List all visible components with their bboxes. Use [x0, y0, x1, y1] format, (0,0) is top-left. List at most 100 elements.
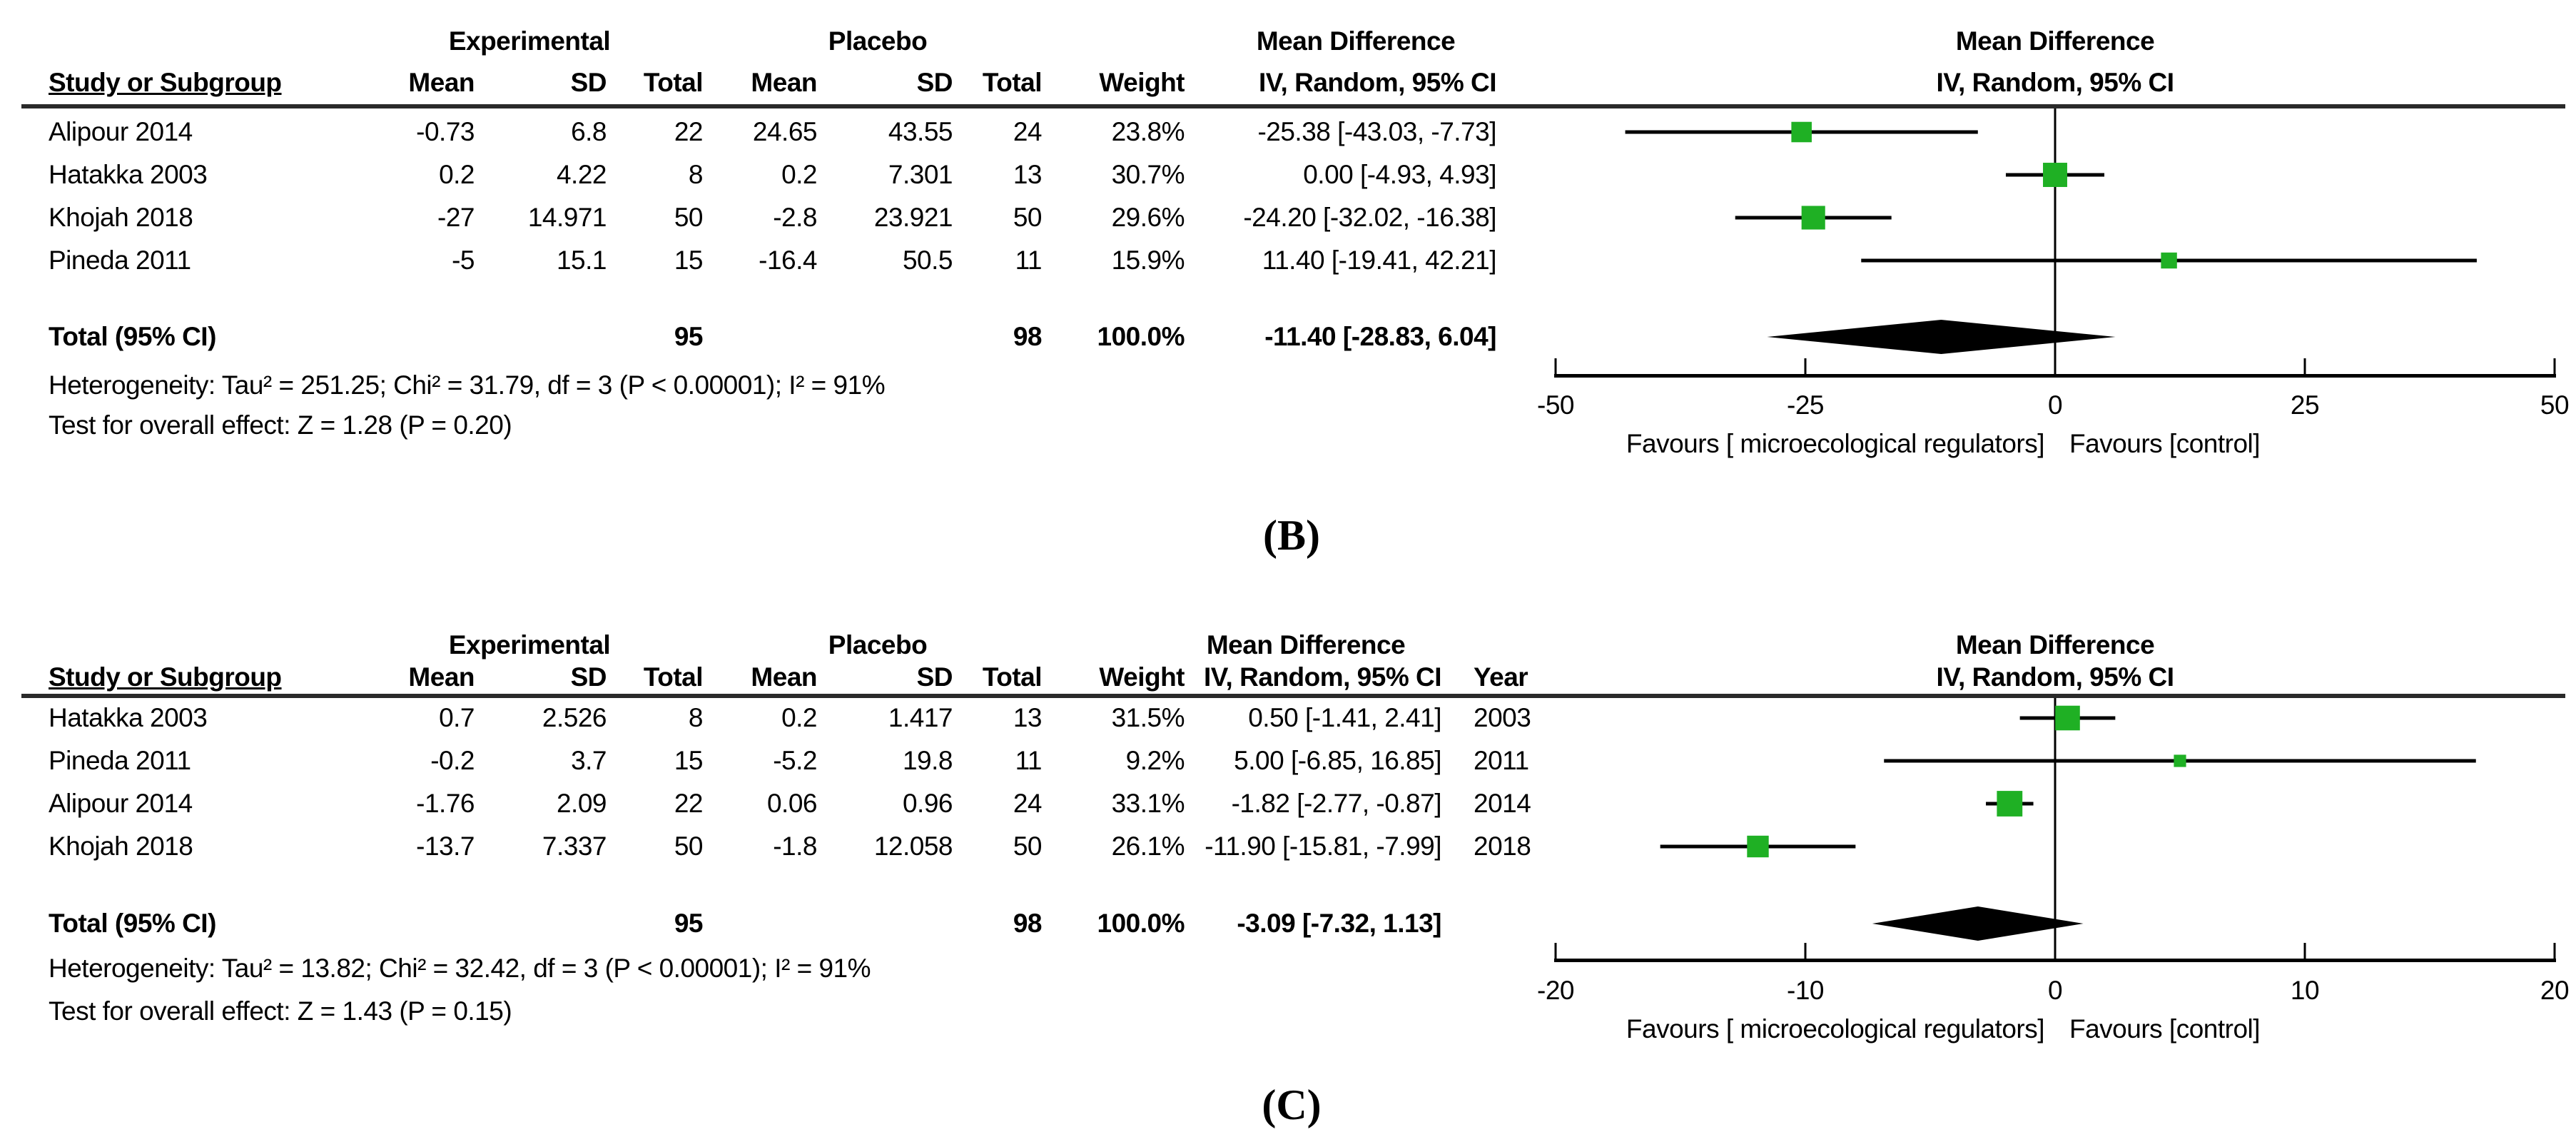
exp-mean-value: -1.76 [416, 789, 475, 818]
col-header-total-placebo: Total [982, 662, 1043, 692]
col-header-total-exp: Total [643, 68, 704, 97]
col-header-sd-placebo: SD [916, 68, 953, 97]
total-placebo-total: 98 [1013, 909, 1043, 938]
axis-tick-label: 10 [2290, 976, 2320, 1005]
axis-tick-b-0 [1554, 358, 1557, 377]
weight-value: 31.5% [1111, 703, 1185, 732]
exp-sd-value: 15.1 [556, 246, 607, 275]
exp-mean-value: -5 [452, 246, 475, 275]
exp-total-value: 8 [688, 160, 704, 189]
total-weight: 100.0% [1097, 322, 1185, 351]
axis-tick-label: -50 [1537, 390, 1574, 420]
placebo-total-value: 11 [1015, 246, 1043, 275]
study-label: Pineda 2011 [49, 246, 191, 275]
weight-value: 30.7% [1111, 160, 1185, 189]
plot-header-mean-difference: Mean Difference [1955, 630, 2155, 660]
effect-square-b-alipour-2014 [1791, 121, 1812, 143]
total-diamond-c [1872, 906, 2084, 941]
axis-tick-b-4 [2553, 358, 2556, 377]
exp-sd-value: 3.7 [571, 746, 607, 775]
ci-text-value: -25.38 [-43.03, -7.73] [1257, 117, 1496, 146]
placebo-mean-value: -5.2 [773, 746, 817, 775]
exp-total-value: 15 [674, 246, 704, 275]
axis-tick-label: -25 [1787, 390, 1824, 420]
ci-text-value: 0.00 [-4.93, 4.93] [1303, 160, 1496, 189]
weight-value: 15.9% [1111, 246, 1185, 275]
exp-mean-value: -0.73 [416, 117, 475, 146]
effect-square-c-pineda-2011 [2174, 754, 2186, 767]
placebo-mean-value: -1.8 [773, 832, 817, 861]
exp-total-value: 50 [674, 203, 704, 232]
heterogeneity-line: Heterogeneity: Tau² = 13.82; Chi² = 32.4… [49, 954, 871, 983]
favours-right-label: Favours [control] [2069, 429, 2261, 458]
panel-letter: (B) [1263, 512, 1320, 559]
header-rule-c [21, 694, 2565, 698]
heterogeneity-line: Heterogeneity: Tau² = 251.25; Chi² = 31.… [49, 370, 886, 400]
study-label: Hatakka 2003 [49, 160, 208, 189]
axis-tick-label: 0 [2047, 390, 2063, 420]
study-label: Khojah 2018 [49, 832, 193, 861]
col-header-weight: Weight [1099, 662, 1185, 692]
overall-effect-line: Test for overall effect: Z = 1.28 (P = 0… [49, 410, 512, 440]
col-header-study: Study or Subgroup [49, 68, 282, 97]
placebo-total-value: 50 [1013, 203, 1043, 232]
year-value: 2011 [1474, 746, 1529, 775]
study-label: Alipour 2014 [49, 789, 193, 818]
placebo-total-value: 24 [1013, 789, 1043, 818]
zero-line-b [2054, 108, 2057, 375]
group-header-mean-difference: Mean Difference [1206, 630, 1406, 660]
header-rule-b [21, 104, 2565, 108]
axis-tick-c-2 [2054, 943, 2057, 961]
placebo-mean-value: 0.2 [781, 703, 817, 732]
col-header-mean-exp: Mean [408, 68, 475, 97]
exp-total-value: 22 [674, 117, 704, 146]
col-header-year: Year [1474, 662, 1528, 692]
group-header-experimental: Experimental [448, 630, 611, 660]
ci-text-value: -1.82 [-2.77, -0.87] [1231, 789, 1442, 818]
axis-tick-c-1 [1804, 943, 1807, 961]
total-label: Total (95% CI) [49, 909, 216, 938]
placebo-total-value: 11 [1015, 746, 1043, 775]
study-label: Khojah 2018 [49, 203, 193, 232]
weight-value: 33.1% [1111, 789, 1185, 818]
exp-mean-value: -0.2 [430, 746, 475, 775]
year-value: 2003 [1474, 703, 1531, 732]
effect-square-b-pineda-2011 [2161, 252, 2177, 269]
axis-tick-label: -20 [1537, 976, 1574, 1005]
total-exp-total: 95 [674, 322, 704, 351]
placebo-mean-value: 0.2 [781, 160, 817, 189]
axis-tick-c-0 [1554, 943, 1557, 961]
ci-text-value: -24.20 [-32.02, -16.38] [1243, 203, 1496, 232]
weight-value: 23.8% [1111, 117, 1185, 146]
axis-tick-label: 0 [2047, 976, 2063, 1005]
col-header-mean-placebo: Mean [751, 662, 817, 692]
total-label: Total (95% CI) [49, 322, 216, 351]
axis-tick-c-3 [2303, 943, 2306, 961]
placebo-total-value: 50 [1013, 832, 1043, 861]
placebo-sd-value: 0.96 [902, 789, 953, 818]
plot-header-mean-difference: Mean Difference [1955, 26, 2155, 56]
effect-square-c-alipour-2014 [1997, 791, 2023, 817]
exp-total-value: 8 [688, 703, 704, 732]
zero-line-c [2054, 698, 2057, 960]
placebo-sd-value: 23.921 [873, 203, 953, 232]
placebo-sd-value: 12.058 [873, 832, 953, 861]
favours-left-label: Favours [ microecological regulators] [1626, 429, 2045, 458]
overall-effect-line: Test for overall effect: Z = 1.43 (P = 0… [49, 996, 512, 1026]
study-label: Hatakka 2003 [49, 703, 208, 732]
effect-square-b-khojah-2018 [1801, 206, 1825, 230]
effect-square-b-hatakka-2003 [2043, 163, 2067, 187]
axis-tick-c-4 [2553, 943, 2556, 961]
exp-sd-value: 14.971 [527, 203, 607, 232]
placebo-mean-value: -2.8 [773, 203, 817, 232]
col-header-weight: Weight [1099, 68, 1185, 97]
col-header-mean-placebo: Mean [751, 68, 817, 97]
total-diamond-b [1767, 320, 2116, 354]
total-ci-text: -11.40 [-28.83, 6.04] [1264, 322, 1496, 351]
axis-tick-b-1 [1804, 358, 1807, 377]
favours-right-label: Favours [control] [2069, 1014, 2261, 1044]
effect-square-c-hatakka-2003 [2055, 705, 2080, 731]
ci-text-value: 0.50 [-1.41, 2.41] [1248, 703, 1441, 732]
weight-value: 29.6% [1111, 203, 1185, 232]
